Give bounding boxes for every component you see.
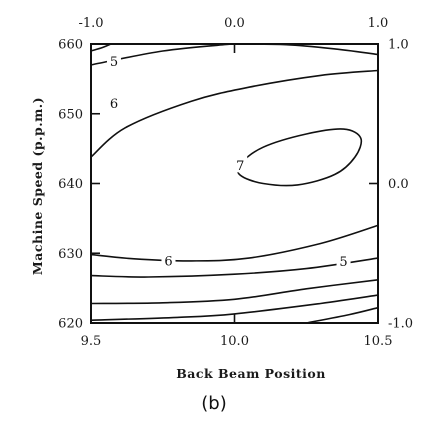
contour-label: 5 — [110, 55, 118, 70]
y-tick-label: 630 — [58, 247, 83, 262]
contour-line-level-4 — [90, 279, 379, 305]
contour-label: 6 — [110, 97, 118, 112]
x-axis-title: Back Beam Position — [176, 366, 326, 381]
y-tick-label: 660 — [58, 38, 83, 53]
contour-line-level-6 — [90, 69, 379, 158]
figure-caption: (b) — [201, 393, 226, 414]
contour-line-level-3 — [90, 294, 379, 321]
right-coded-tick-label: 1.0 — [388, 38, 409, 53]
contour-line-level-5 — [90, 43, 112, 52]
contour-line-level-6 — [90, 224, 379, 262]
contour-lines — [90, 43, 379, 324]
right-coded-tick-label: -1.0 — [388, 317, 413, 332]
contour-label: 6 — [164, 254, 172, 269]
contour-label-backdrop — [336, 252, 351, 269]
contour-line-level-7 — [236, 128, 363, 187]
contour-line-level-2 — [306, 306, 379, 324]
y-axis-title: Machine Speed (p.p.m.) — [30, 97, 45, 275]
x-tick-label: 10.0 — [220, 334, 249, 349]
contour-label-backdrop — [106, 94, 121, 111]
contour-line-level-5 — [234, 43, 379, 56]
axis-ticks: 9.5 10.0 10.5 620 630 640 650 660 -1.0 0.0 1.0 1.0 0… — [58, 16, 413, 349]
contour-label: 7 — [236, 159, 244, 174]
x-tick-label: 10.5 — [364, 334, 393, 349]
x-tick-label: 9.5 — [81, 334, 102, 349]
contour-label: 5 — [339, 255, 347, 270]
top-coded-tick-label: 0.0 — [224, 16, 245, 31]
y-tick-label: 620 — [58, 317, 83, 332]
contour-line-level-5 — [90, 257, 379, 278]
y-tick-label: 640 — [58, 177, 83, 192]
contour-label-backdrop — [161, 251, 176, 268]
contour-label-backdrop — [233, 156, 248, 173]
top-coded-tick-label: 1.0 — [368, 16, 389, 31]
top-coded-tick-label: -1.0 — [78, 16, 103, 31]
plot-frame — [90, 43, 379, 324]
right-coded-tick-label: 0.0 — [388, 177, 409, 192]
plot-border — [90, 43, 379, 324]
contour-label-backdrop — [106, 52, 121, 69]
y-tick-label: 650 — [58, 107, 83, 122]
contour-labels: 5 6 7 6 5 — [106, 52, 351, 270]
